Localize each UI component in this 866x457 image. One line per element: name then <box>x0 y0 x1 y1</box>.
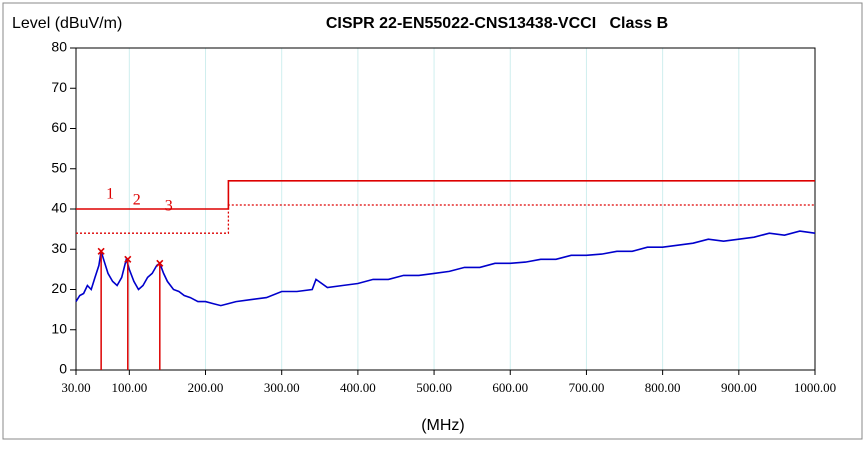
y-tick-label: 50 <box>51 159 67 175</box>
x-tick-label: 400.00 <box>340 380 376 395</box>
series-line <box>75 230 816 307</box>
marker-cross <box>124 255 132 263</box>
x-tick-label: 800.00 <box>645 380 681 395</box>
marker-label: 1 <box>106 186 114 203</box>
x-tick-label: 1000.00 <box>794 380 836 395</box>
x-tick-label: 30.00 <box>61 380 90 395</box>
x-tick-label: 900.00 <box>721 380 757 395</box>
x-tick-label: 600.00 <box>492 380 528 395</box>
series-line <box>76 204 815 234</box>
y-tick-label: 60 <box>51 119 67 135</box>
marker-label: 3 <box>165 198 173 215</box>
marker-cross <box>156 259 164 267</box>
x-tick-label: 700.00 <box>569 380 605 395</box>
x-tick-label: 500.00 <box>416 380 452 395</box>
y-tick-label: 20 <box>51 280 67 296</box>
marker-label: 2 <box>133 192 141 209</box>
x-tick-label: 200.00 <box>188 380 224 395</box>
y-tick-label: 30 <box>51 240 67 256</box>
x-tick-label: 300.00 <box>264 380 300 395</box>
x-axis-label: (MHz) <box>421 417 465 434</box>
y-tick-label: 80 <box>51 39 67 55</box>
y-axis-label: Level (dBuV/m) <box>12 15 122 32</box>
y-tick-label: 40 <box>51 200 67 216</box>
y-tick-label: 10 <box>51 320 67 336</box>
chart-title: CISPR 22-EN55022-CNS13438-VCCI Class B <box>326 15 668 32</box>
x-tick-label: 100.00 <box>111 380 147 395</box>
series-line <box>76 180 815 210</box>
y-tick-label: 0 <box>59 361 67 377</box>
marker-cross <box>97 247 105 255</box>
y-tick-label: 70 <box>51 79 67 95</box>
frame <box>2 2 863 440</box>
